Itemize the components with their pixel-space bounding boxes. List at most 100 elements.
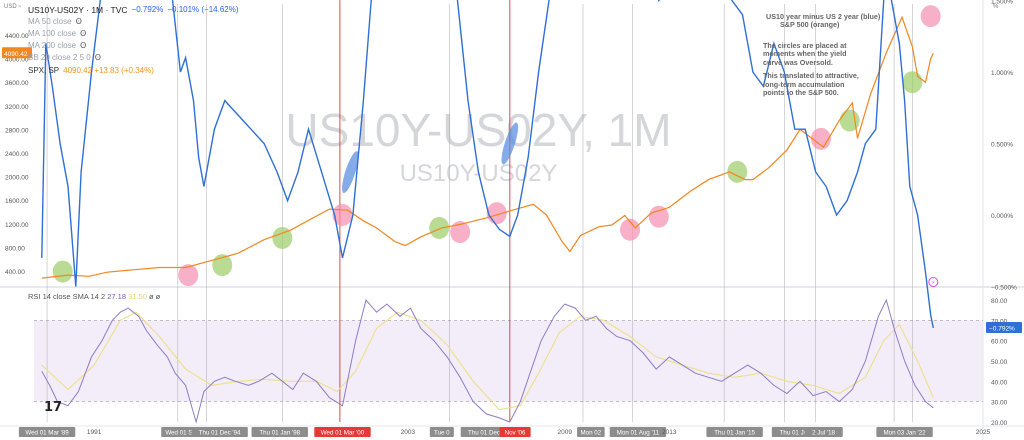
rsi-axis-tick-label: 60.00 <box>991 339 1008 346</box>
rsi-value: 27.18 <box>107 292 126 301</box>
time-axis-date-badge <box>429 427 454 437</box>
spx-price-badge <box>2 47 32 59</box>
time-axis-year-label: 2025 <box>976 429 991 436</box>
time-axis-date-label: Thu 01 Jan '15 <box>714 430 755 437</box>
spx-name[interactable]: SPX, SP <box>28 66 60 75</box>
time-axis-date-label: Mon 03 Jan '22 <box>884 430 927 437</box>
left-axis-tick-label: 800.00 <box>5 245 25 252</box>
oversold-circle-green <box>839 109 860 132</box>
spx-line[interactable] <box>41 15 934 279</box>
blue-highlight-mark <box>342 151 359 194</box>
time-axis-date-badge <box>706 427 763 437</box>
oversold-circle-pink <box>648 205 669 228</box>
oversold-circle-pink <box>810 127 831 150</box>
eye-off-icon[interactable]: ʘ <box>80 29 87 38</box>
annotation-line: curve was Oversold. <box>763 57 833 67</box>
time-axis-date-badge <box>609 427 667 437</box>
alert-icon[interactable] <box>928 277 939 287</box>
rsi-hidden-icons: ø ø <box>148 292 161 301</box>
watermark-symbol: US10Y-US02Y, 1M <box>285 104 671 156</box>
rsi-line[interactable] <box>41 298 934 424</box>
left-axis-tick-label: 400.00 <box>5 269 25 276</box>
time-axis-date-label: Wed 01 Mar '00 <box>321 430 365 437</box>
spread-last-badge-text: −0.792% <box>989 325 1015 332</box>
left-axis-tick-label: 4000.00 <box>5 57 29 64</box>
rsi-axis-tick-label: 20.00 <box>991 420 1008 427</box>
annotation-body: The circles are placed at moments when t… <box>763 41 859 98</box>
rsi-sma-value: 31.50 <box>128 292 147 301</box>
time-axis-date-label: Mon 02 <box>581 430 602 437</box>
rsi-legend: RSI 14 close SMA 14 2 27.18 31.50 ø ø <box>28 292 160 301</box>
time-axis-year-label: 1991 <box>87 429 102 436</box>
left-axis-tick-label: 2800.00 <box>5 127 29 134</box>
ma200-label[interactable]: MA 200 close <box>28 41 77 50</box>
annotation-line: This translated to attractive, <box>763 71 859 81</box>
bb-label[interactable]: BB 20 close 2 5 0 <box>28 53 91 62</box>
time-axis-date-badge <box>876 427 933 437</box>
time-axis-year-label: 2003 <box>401 429 416 436</box>
rsi-axis-tick-label: 80.00 <box>991 298 1008 305</box>
right-axis-tick-label: 0.500% <box>991 142 1013 149</box>
oversold-circle-green <box>212 254 233 277</box>
tradingview-logo[interactable]: 17 <box>44 400 63 415</box>
annotation-line: points to the S&P 500. <box>763 88 839 98</box>
time-axis-date-label: Thu 01 Dec '05 <box>468 430 510 437</box>
eye-off-icon[interactable]: ʘ <box>80 41 87 50</box>
right-axis-tick-label: 1.500% <box>991 0 1013 6</box>
time-axis-date-badge <box>191 427 248 437</box>
time-axis-date-label: Wed 01 Sc <box>165 430 195 437</box>
symbol-title[interactable]: US10Y-US02Y · 1M · TVC <box>28 5 128 15</box>
currency-label[interactable]: USD ~ <box>4 4 22 10</box>
oversold-circle-green <box>727 160 748 183</box>
spx-price-badge-text: 4090.42 <box>4 51 28 58</box>
time-axis-date-label: Thu 01 Dec '94 <box>199 430 241 437</box>
eye-off-icon[interactable]: ʘ <box>75 17 82 26</box>
left-axis-tick-label: 1200.00 <box>5 222 29 229</box>
chart-legend: US10Y-US02Y · 1M · TVC −0.792% −0.101% (… <box>28 4 239 77</box>
annotation-line: S&P 500 (orange) <box>780 20 840 30</box>
left-axis-tick-label: 2400.00 <box>5 151 29 158</box>
time-axis-date-badge <box>18 427 76 437</box>
oversold-circle-green <box>272 226 293 249</box>
time-axis-date-label: 2 Jul '18 <box>812 430 835 437</box>
right-axis-tick-label: −0.500% <box>991 285 1017 292</box>
oversold-circle-pink <box>620 218 641 241</box>
spread-last-badge <box>986 321 1022 333</box>
oversold-circle-green <box>902 71 923 94</box>
right-axis-tick-label: 0.000% <box>991 213 1013 220</box>
percent-label[interactable]: % <box>993 4 999 10</box>
left-axis-tick-label: 2000.00 <box>5 175 29 182</box>
oversold-circle-green <box>429 216 450 239</box>
rsi-axis-tick-label: 30.00 <box>991 400 1008 407</box>
right-axis-tick-label: 1.000% <box>991 70 1013 77</box>
annotation-line: The circles are placed at <box>763 41 847 50</box>
rsi-axis-tick-label: 40.00 <box>991 379 1008 386</box>
rsi-axis-tick-label: 70.00 <box>991 318 1008 325</box>
oversold-circle-green <box>52 260 73 283</box>
rsi-sma-line[interactable] <box>41 311 934 411</box>
time-axis-date-label: Wed 01 Mar '89 <box>25 430 69 437</box>
symbol-change-value: −0.792% <box>131 5 164 14</box>
time-axis-year-label: 2013 <box>662 429 677 436</box>
eye-off-icon[interactable]: ʘ <box>94 53 102 62</box>
annotation-line: long-term accumulation <box>763 79 845 89</box>
symbol-change-pct: −0.101% (−14.62%) <box>167 5 239 14</box>
annotation-line: US10 year minus US 2 year (blue) <box>766 12 881 21</box>
rsi-label[interactable]: RSI 14 close SMA 14 2 <box>28 292 106 301</box>
left-axis-tick-label: 1600.00 <box>5 198 29 205</box>
annotation-title: US10 year minus US 2 year (blue) S&P 500… <box>766 12 881 30</box>
left-axis-tick-label: 4400.00 <box>5 33 29 40</box>
ma50-label[interactable]: MA 50 close <box>28 17 72 26</box>
rsi-axis-tick-label: 50.00 <box>991 359 1008 366</box>
time-axis-date-badge <box>804 427 843 437</box>
left-axis-tick-label: 3600.00 <box>5 80 29 87</box>
ma100-label[interactable]: MA 100 close <box>28 29 77 38</box>
time-axis-date-label: Nov '06 <box>505 430 526 437</box>
yield-spread-line[interactable] <box>41 0 934 329</box>
time-axis-date-badge <box>161 427 200 437</box>
oversold-circle-pink <box>178 264 199 287</box>
oversold-circle-pink <box>450 221 471 244</box>
oversold-circle-pink <box>920 5 941 28</box>
blue-highlight-mark <box>501 122 519 165</box>
